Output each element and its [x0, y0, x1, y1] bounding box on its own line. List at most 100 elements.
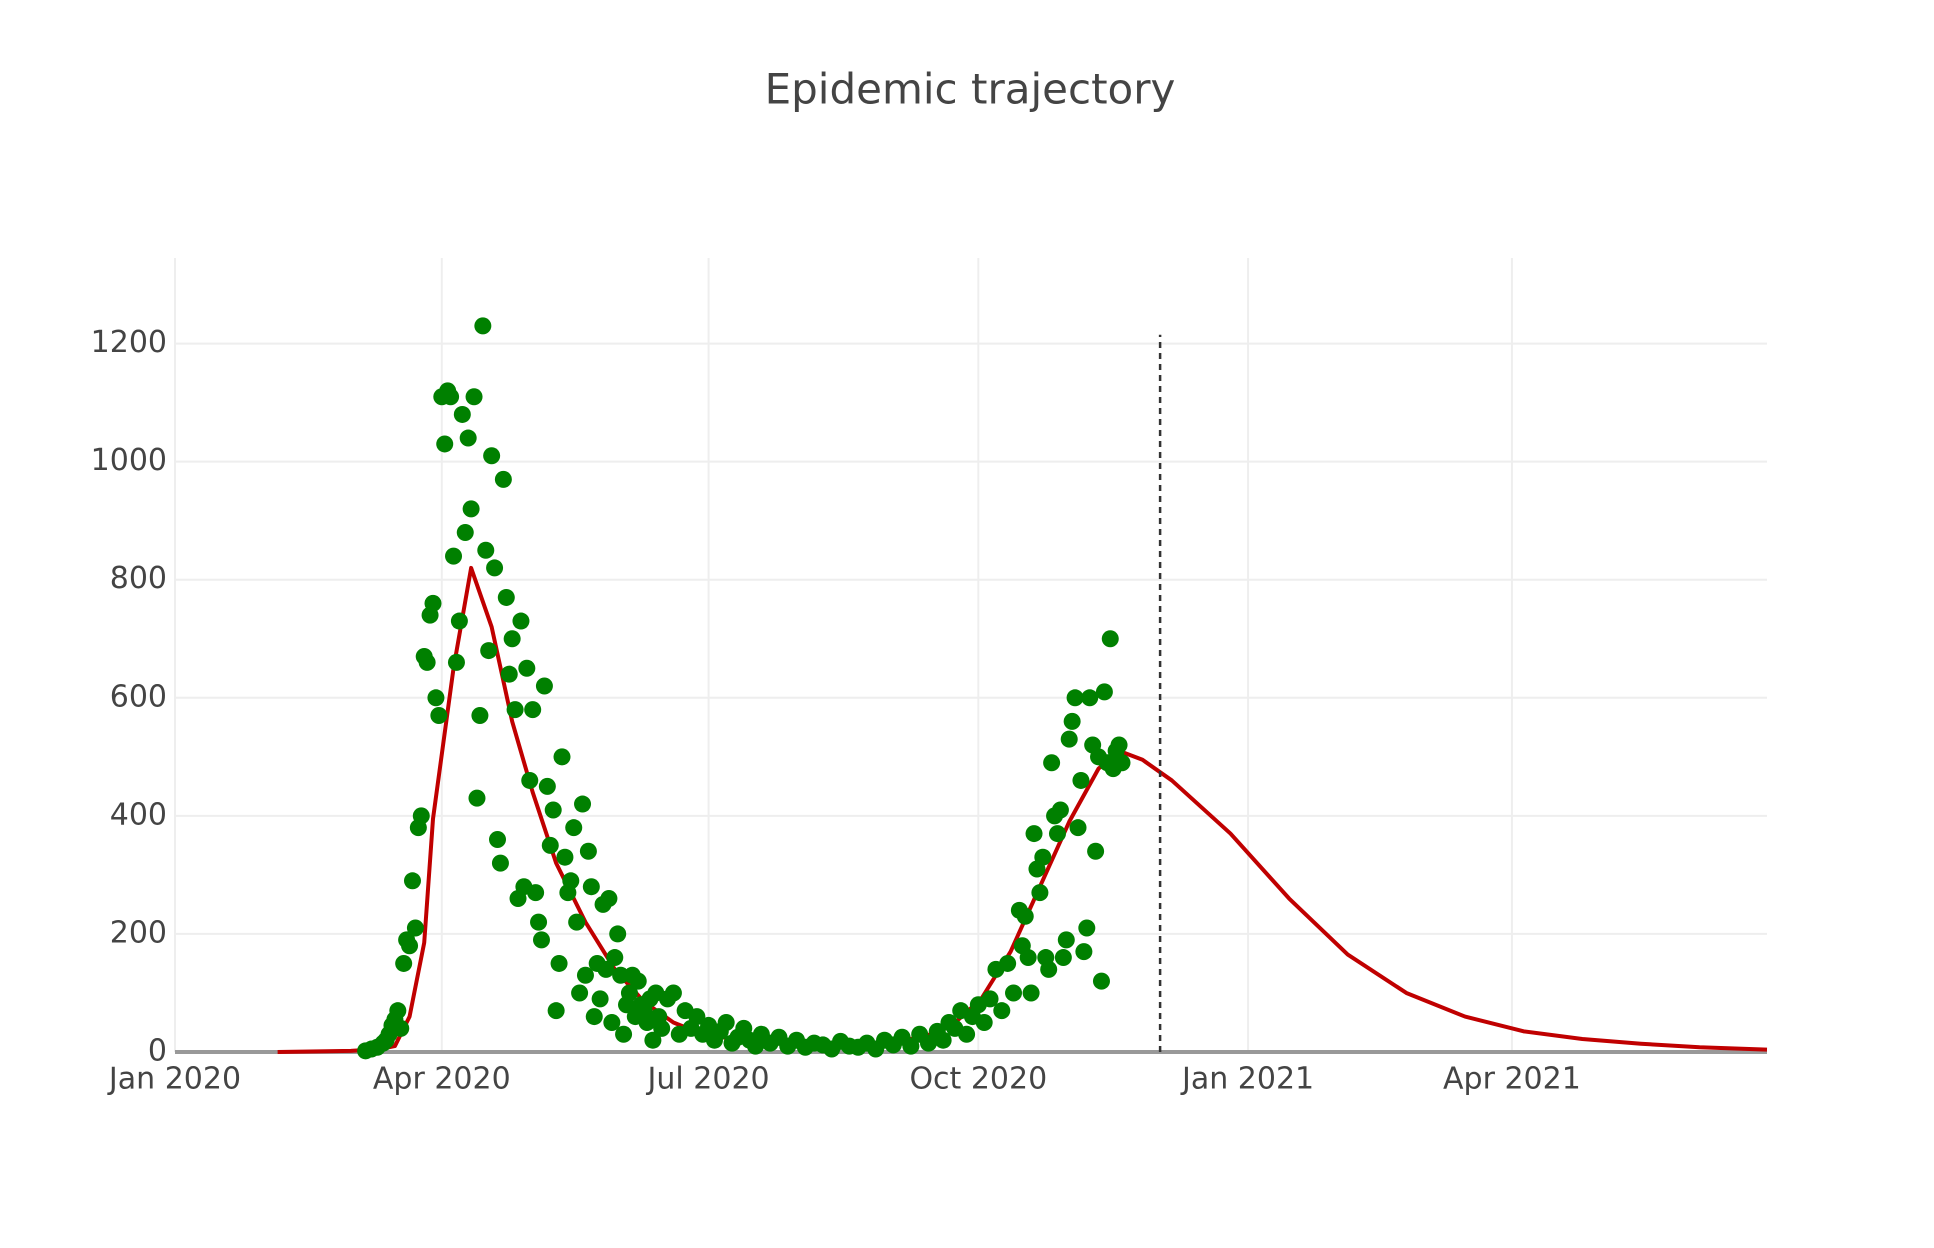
data-point	[547, 1002, 565, 1020]
y-tick-label: 0	[148, 1034, 167, 1069]
data-point	[919, 1034, 937, 1052]
data-point	[1005, 984, 1023, 1002]
data-point	[1054, 949, 1072, 967]
data-point	[527, 884, 545, 902]
data-point	[512, 612, 530, 630]
data-point	[453, 405, 471, 423]
fit-line	[277, 565, 1768, 1054]
data-point	[1034, 848, 1052, 866]
data-point	[934, 1031, 952, 1049]
data-point	[1057, 931, 1075, 949]
data-point	[480, 642, 498, 660]
data-point	[474, 317, 492, 335]
y-tick-label: 600	[110, 679, 167, 714]
data-point	[629, 972, 647, 990]
data-point	[975, 1013, 993, 1031]
data-point	[401, 937, 419, 955]
data-point	[538, 777, 556, 795]
data-point	[395, 954, 413, 972]
data-point	[445, 547, 463, 565]
data-point	[1060, 730, 1078, 748]
y-tick-label: 400	[110, 797, 167, 832]
data-point	[456, 524, 474, 542]
data-point	[430, 707, 448, 725]
data-point	[412, 807, 430, 825]
data-point	[553, 748, 571, 766]
data-point	[544, 801, 562, 819]
data-point	[462, 500, 480, 518]
data-point	[609, 925, 627, 943]
data-point	[489, 830, 507, 848]
data-point	[477, 541, 495, 559]
data-point	[1075, 943, 1093, 961]
data-point	[574, 795, 592, 813]
data-point	[1113, 754, 1131, 772]
data-point	[471, 707, 489, 725]
data-point	[427, 689, 445, 707]
data-point	[541, 836, 559, 854]
data-point	[503, 630, 521, 648]
data-point	[1019, 949, 1037, 967]
data-point	[494, 470, 512, 488]
y-tick-label: 200	[110, 915, 167, 950]
y-tick-label: 800	[110, 561, 167, 596]
data-point	[450, 612, 468, 630]
chart-title: Epidemic trajectory	[765, 65, 1176, 114]
data-point	[1066, 689, 1084, 707]
data-point	[1043, 754, 1061, 772]
data-point	[491, 854, 509, 872]
data-point	[597, 960, 615, 978]
data-point	[389, 1002, 407, 1020]
data-point	[1025, 825, 1043, 843]
data-point	[576, 966, 594, 984]
data-point	[1087, 842, 1105, 860]
data-point	[664, 984, 682, 1002]
data-point	[530, 913, 548, 931]
data-point	[518, 659, 536, 677]
data-point	[612, 966, 630, 984]
data-point	[521, 771, 539, 789]
data-point	[1031, 884, 1049, 902]
data-point	[993, 1002, 1011, 1020]
x-tick-label: Jan 2020	[107, 1062, 241, 1097]
data-point	[565, 819, 583, 837]
data-point	[579, 842, 597, 860]
data-point	[582, 878, 600, 896]
data-point	[999, 954, 1017, 972]
data-point	[1110, 736, 1128, 754]
data-point	[1016, 907, 1034, 925]
data-point	[1069, 819, 1087, 837]
data-point	[981, 990, 999, 1008]
data-point	[486, 559, 504, 577]
data-point	[556, 848, 574, 866]
data-point	[392, 1019, 410, 1037]
data-point	[497, 588, 515, 606]
y-tick-label: 1000	[91, 443, 167, 478]
data-point	[418, 653, 436, 671]
data-point	[585, 1008, 603, 1026]
data-point	[1063, 712, 1081, 730]
data-point	[1101, 630, 1119, 648]
data-point	[568, 913, 586, 931]
data-point	[535, 677, 553, 695]
data-point	[571, 984, 589, 1002]
data-point	[615, 1025, 633, 1043]
data-point	[406, 919, 424, 937]
data-point	[1081, 689, 1099, 707]
data-point	[447, 653, 465, 671]
data-point	[424, 594, 442, 612]
data-point	[1095, 683, 1113, 701]
data-point	[1051, 801, 1069, 819]
data-point	[468, 789, 486, 807]
data-point	[606, 949, 624, 967]
data-point	[600, 890, 618, 908]
data-point	[1022, 984, 1040, 1002]
data-point	[603, 1013, 621, 1031]
data-point	[532, 931, 550, 949]
data-point	[459, 429, 477, 447]
data-point	[562, 872, 580, 890]
data-point	[500, 665, 518, 683]
x-tick-label: Oct 2020	[909, 1062, 1047, 1097]
data-point	[688, 1008, 706, 1026]
